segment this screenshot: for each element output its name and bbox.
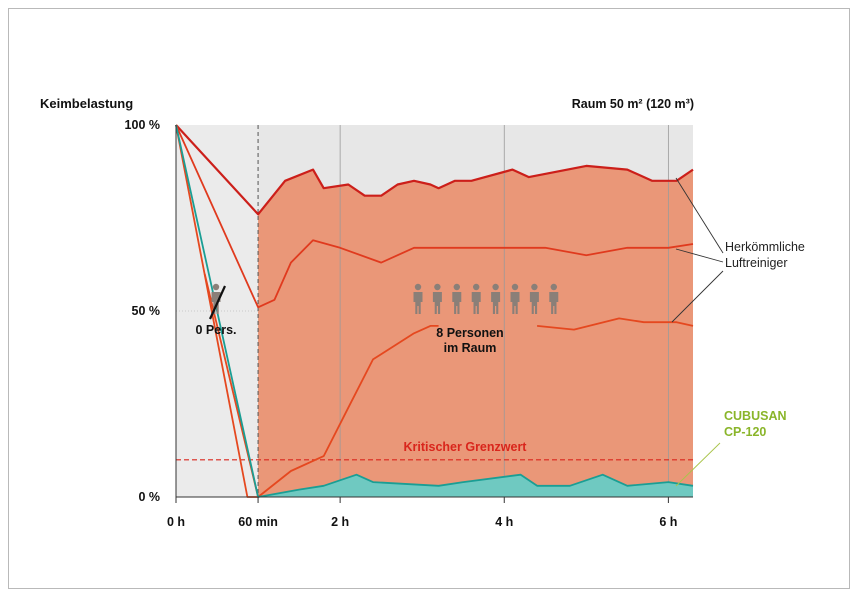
person-icon xyxy=(549,283,559,314)
series-line-5 xyxy=(175,124,694,498)
conventional-label-line2: Luftreiniger xyxy=(725,256,788,270)
person-icon xyxy=(452,283,462,314)
persons-label-line1: 8 Personen xyxy=(436,326,503,340)
y-tick-label: 0 % xyxy=(138,490,160,504)
y-axis-title: Keimbelastung xyxy=(40,96,133,111)
y-tick-label: 100 % xyxy=(125,118,160,132)
y-ticks: 100 % 50 % 0 % xyxy=(125,118,160,504)
person-icon xyxy=(471,283,481,314)
person-icon xyxy=(529,283,539,314)
person-icon xyxy=(432,283,442,314)
product-label-line2: CP-120 xyxy=(724,425,766,439)
room-label: Raum 50 m² (120 m³) xyxy=(572,97,694,111)
series-line-1 xyxy=(175,124,694,309)
vertical-gridlines xyxy=(339,125,669,497)
conventional-callout-lines xyxy=(671,177,724,323)
series-line-0 xyxy=(175,124,694,216)
series-line-2 xyxy=(203,273,439,498)
zero-persons-label: 0 Pers. xyxy=(195,323,236,337)
product-callout-line xyxy=(675,442,721,487)
x-ticks: 0 h 60 min 2 h 4 h 6 h xyxy=(167,497,677,529)
x-tick-label: 0 h xyxy=(167,515,185,529)
persons-period-area xyxy=(258,165,693,497)
persons-label-line2: im Raum xyxy=(444,341,497,355)
person-icon xyxy=(510,283,520,314)
person-icon xyxy=(413,283,423,314)
eight-persons-icons xyxy=(413,283,559,314)
person-icon xyxy=(491,283,501,314)
x-tick-label: 60 min xyxy=(238,515,278,529)
series-group xyxy=(175,124,694,498)
conventional-label-line1: Herkömmliche xyxy=(725,240,805,254)
product-label-line1: CUBUSAN xyxy=(724,409,787,423)
x-tick-label: 4 h xyxy=(495,515,513,529)
y-tick-label: 50 % xyxy=(132,304,161,318)
threshold-label: Kritischer Grenzwert xyxy=(404,440,528,454)
x-tick-label: 2 h xyxy=(331,515,349,529)
series-line-3 xyxy=(537,317,694,331)
strike-through-icon xyxy=(208,285,227,320)
x-tick-label: 6 h xyxy=(659,515,677,529)
